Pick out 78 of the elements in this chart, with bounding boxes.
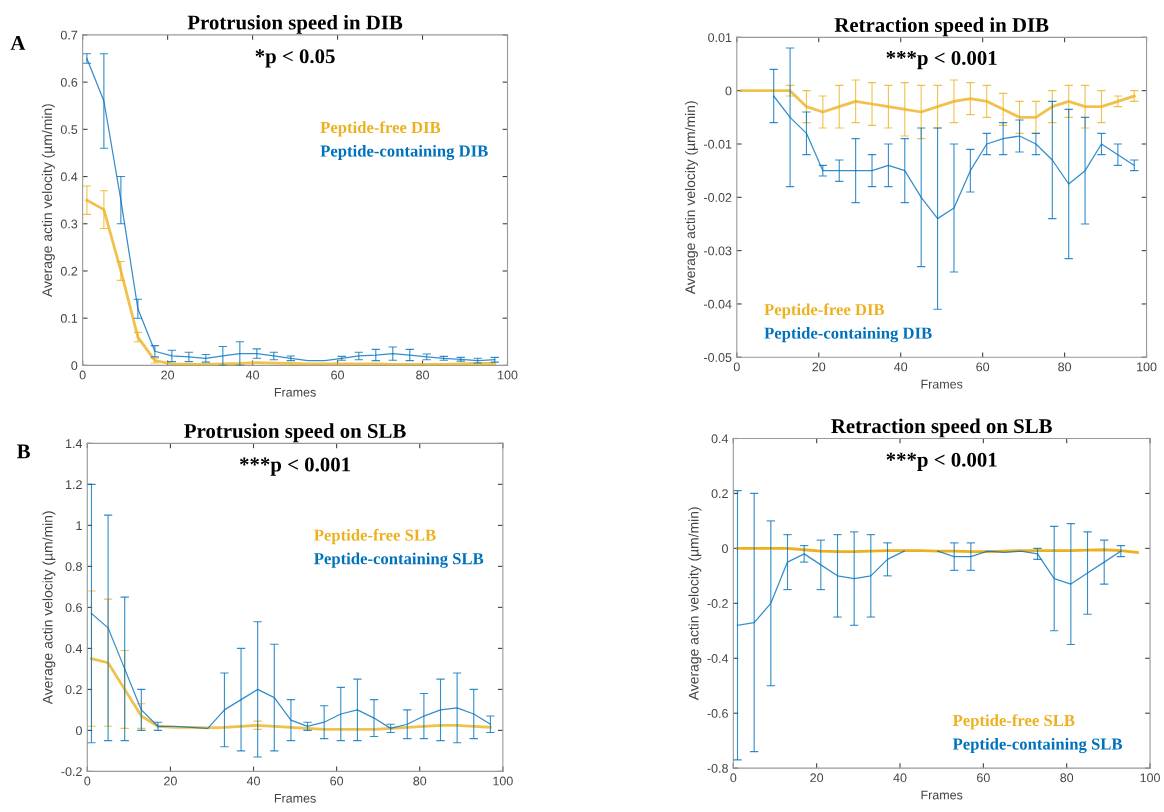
y-axis-title: Average actin velocity (µm/min) xyxy=(684,101,698,295)
y-tick-label: 0.4 xyxy=(65,644,83,654)
y-tick-label: 0 xyxy=(725,86,732,96)
x-tick-label: 40 xyxy=(245,370,260,380)
x-tick-label: 40 xyxy=(246,776,260,786)
y-tick-label: 0.3 xyxy=(60,219,78,229)
y-tick-label: -0.05 xyxy=(704,353,732,362)
x-axis-title: Frames xyxy=(274,387,316,397)
x-tick-label: 80 xyxy=(1060,773,1074,783)
x-tick-label: 60 xyxy=(330,776,344,786)
x-tick-label: 80 xyxy=(413,776,427,786)
x-tick-label: 60 xyxy=(977,773,990,783)
y-tick-label: 0.01 xyxy=(708,33,732,42)
x-tick-label: 80 xyxy=(416,370,429,380)
text: B xyxy=(17,444,30,459)
text: Peptide-free DIB xyxy=(320,121,441,137)
y-tick-label: 0.5 xyxy=(60,125,78,134)
y-tick-label: 0.4 xyxy=(60,172,78,182)
text: Peptide-free DIB xyxy=(764,303,885,319)
text: Peptide-free SLB xyxy=(952,714,1075,730)
x-tick-label: 60 xyxy=(331,370,345,380)
annotation: ***p < 0.001 xyxy=(886,50,997,70)
y-tick-label: 0.2 xyxy=(65,685,82,695)
y-tick-label: 0.7 xyxy=(60,30,78,40)
y-tick-label: 0 xyxy=(722,544,728,554)
y-tick-label: 0.2 xyxy=(60,266,78,276)
y-tick-label: -0.2 xyxy=(61,767,82,777)
y-tick-label: 0.6 xyxy=(60,77,78,87)
x-tick-label: 40 xyxy=(894,362,908,372)
y-tick-label: 1 xyxy=(76,521,82,530)
y-tick-label: -0.2 xyxy=(707,599,728,608)
chart-title: Retraction speed on SLB xyxy=(831,418,1052,438)
x-axis-title: Frames xyxy=(274,793,316,803)
text: Peptide-containing SLB xyxy=(314,552,484,568)
x-tick-label: 80 xyxy=(1058,362,1072,372)
annotation: *p < 0.05 xyxy=(255,49,335,68)
y-axis-title: Average actin velocity (µm/min) xyxy=(688,507,702,701)
y-tick-label: 0.6 xyxy=(65,603,82,613)
y-tick-label: 1.2 xyxy=(66,480,82,489)
y-tick-label: 0.4 xyxy=(711,434,729,444)
x-tick-label: 20 xyxy=(161,370,175,380)
y-tick-label: -0.03 xyxy=(704,246,732,256)
x-tick-label: 0 xyxy=(733,362,740,372)
x-axis-title: Frames xyxy=(921,790,963,800)
y-tick-label: -0.6 xyxy=(707,709,728,718)
x-tick-label: 40 xyxy=(893,773,907,783)
y-tick-label: -0.01 xyxy=(704,139,732,149)
y-tick-label: -0.8 xyxy=(707,763,728,773)
annotation: ***p < 0.001 xyxy=(239,457,350,476)
text: Peptide-containing DIB xyxy=(764,327,932,343)
text: Peptide-containing SLB xyxy=(952,737,1123,754)
x-tick-label: 20 xyxy=(812,362,826,372)
y-tick-label: 0 xyxy=(75,726,82,736)
chart-title: Retraction speed in DIB xyxy=(834,17,1049,37)
x-tick-label: 20 xyxy=(164,776,177,786)
y-axis-title: Average actin velocity (µm/min) xyxy=(42,511,56,705)
x-tick-label: 100 xyxy=(493,776,513,786)
annotation: ***p < 0.001 xyxy=(886,452,997,471)
chart-title: Protrusion speed on SLB xyxy=(184,423,406,443)
x-tick-label: 60 xyxy=(976,362,990,372)
x-tick-label: 20 xyxy=(810,773,824,783)
y-tick-label: 0.1 xyxy=(60,313,78,323)
text: Peptide-containing DIB xyxy=(320,144,488,161)
y-tick-label: -0.02 xyxy=(704,193,732,202)
y-tick-label: -0.04 xyxy=(704,299,732,309)
y-axis-title: Average actin velocity (µm/min) xyxy=(41,104,55,298)
text: Peptide-free SLB xyxy=(314,528,436,545)
x-tick-label: 100 xyxy=(1137,362,1157,372)
x-tick-label: 0 xyxy=(84,776,91,786)
y-tick-label: 0.8 xyxy=(65,562,82,572)
x-axis-title: Frames xyxy=(921,379,963,389)
chart-title: Protrusion speed in DIB xyxy=(187,14,403,34)
y-tick-label: 1.4 xyxy=(66,439,83,448)
text: A xyxy=(10,36,26,50)
y-tick-label: -0.4 xyxy=(707,654,729,663)
x-tick-label: 100 xyxy=(1140,773,1160,783)
x-tick-label: 100 xyxy=(498,370,518,380)
y-tick-label: 0.2 xyxy=(711,489,728,499)
